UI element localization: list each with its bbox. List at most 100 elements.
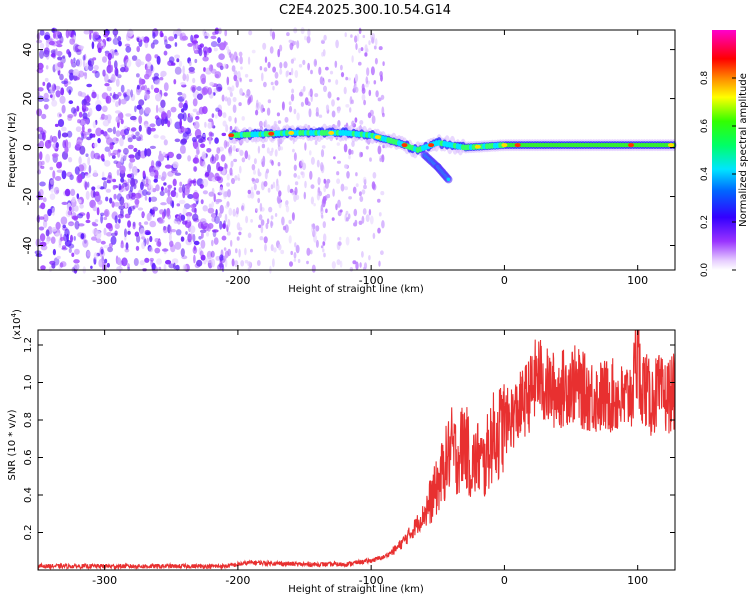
- noise-speck: [145, 53, 152, 62]
- noise-speck: [106, 179, 111, 184]
- noise-speck: [157, 161, 162, 167]
- noise-speck: [175, 229, 182, 236]
- noise-speck: [336, 142, 340, 146]
- noise-speck: [335, 39, 339, 49]
- noise-speck: [181, 93, 187, 100]
- noise-speck: [91, 186, 96, 191]
- noise-speck: [98, 258, 104, 268]
- noise-speck: [55, 142, 59, 149]
- noise-speck: [192, 77, 196, 84]
- noise-speck: [314, 140, 318, 146]
- noise-speck: [179, 181, 183, 187]
- noise-speck: [250, 219, 254, 223]
- noise-speck: [371, 36, 375, 44]
- noise-speck: [124, 202, 128, 209]
- noise-speck: [194, 207, 197, 215]
- noise-speck: [227, 86, 232, 91]
- noise-speck: [300, 101, 304, 107]
- noise-speck: [87, 128, 92, 133]
- noise-speck: [207, 47, 212, 54]
- noise-speck: [234, 175, 238, 181]
- noise-speck: [152, 208, 156, 218]
- noise-speck: [265, 222, 269, 230]
- noise-speck: [278, 190, 282, 197]
- noise-speck: [311, 224, 314, 233]
- noise-speck: [286, 32, 290, 37]
- noise-speck: [181, 108, 185, 113]
- noise-speck: [283, 61, 288, 69]
- noise-speck: [160, 99, 166, 109]
- noise-speck: [289, 261, 293, 267]
- noise-speck: [174, 66, 182, 75]
- noise-speck: [138, 106, 144, 116]
- noise-speck: [190, 233, 194, 240]
- noise-speck: [373, 80, 377, 85]
- noise-speck: [157, 217, 164, 224]
- noise-speck: [122, 187, 129, 192]
- noise-speck: [217, 166, 224, 172]
- noise-speck: [180, 32, 187, 42]
- signal-hotspot: [268, 131, 275, 136]
- noise-speck: [57, 129, 62, 139]
- noise-speck: [288, 235, 292, 244]
- colorbar: 0.0 0.2 0.4 0.6 0.8 Normalized spectral ampl…: [700, 30, 749, 277]
- noise-speck: [133, 258, 139, 266]
- noise-speck: [203, 50, 207, 58]
- noise-speck: [320, 212, 324, 218]
- noise-speck: [187, 155, 192, 162]
- noise-speck: [288, 101, 292, 106]
- noise-speck: [178, 60, 183, 67]
- noise-speck: [247, 267, 251, 272]
- noise-speck: [284, 224, 289, 234]
- noise-speck: [335, 79, 339, 85]
- noise-speck: [255, 178, 260, 184]
- noise-speck: [56, 161, 62, 169]
- noise-speck: [267, 187, 271, 193]
- noise-speck: [189, 113, 194, 118]
- noise-speck: [236, 222, 241, 231]
- noise-speck: [123, 92, 127, 98]
- noise-speck: [210, 35, 217, 40]
- noise-speck: [130, 89, 134, 98]
- noise-speck: [166, 196, 173, 205]
- noise-speck: [321, 214, 324, 219]
- noise-speck: [355, 172, 358, 177]
- noise-speck: [127, 144, 134, 150]
- noise-speck: [204, 121, 207, 128]
- noise-speck: [180, 82, 186, 86]
- noise-speck: [38, 226, 45, 231]
- noise-speck: [314, 93, 319, 98]
- noise-speck: [262, 155, 266, 165]
- noise-speck: [101, 105, 108, 113]
- noise-speck: [327, 78, 331, 83]
- noise-speck: [95, 238, 102, 244]
- noise-speck: [82, 60, 86, 68]
- noise-speck: [223, 255, 227, 260]
- noise-speck: [168, 263, 175, 269]
- noise-speck: [70, 58, 74, 65]
- noise-speck: [275, 183, 280, 192]
- y-tick-label: 20: [21, 92, 34, 106]
- noise-speck: [336, 107, 341, 114]
- noise-speck: [257, 102, 262, 109]
- noise-speck: [312, 223, 316, 230]
- noise-speck: [56, 40, 62, 45]
- noise-speck: [170, 62, 176, 66]
- noise-speck: [223, 139, 228, 149]
- noise-speck: [289, 42, 294, 51]
- noise-speck: [187, 113, 191, 118]
- noise-speck: [75, 141, 82, 148]
- noise-speck: [227, 218, 231, 228]
- noise-speck: [238, 248, 241, 258]
- noise-speck: [107, 52, 113, 61]
- noise-speck: [165, 259, 172, 265]
- noise-speck: [50, 236, 56, 244]
- noise-speck: [276, 112, 280, 117]
- noise-speck: [160, 111, 167, 120]
- noise-speck: [224, 96, 228, 102]
- noise-speck: [100, 248, 104, 255]
- noise-speck: [106, 86, 112, 92]
- noise-speck: [177, 91, 183, 96]
- noise-speck: [306, 260, 309, 265]
- noise-speck: [81, 132, 84, 141]
